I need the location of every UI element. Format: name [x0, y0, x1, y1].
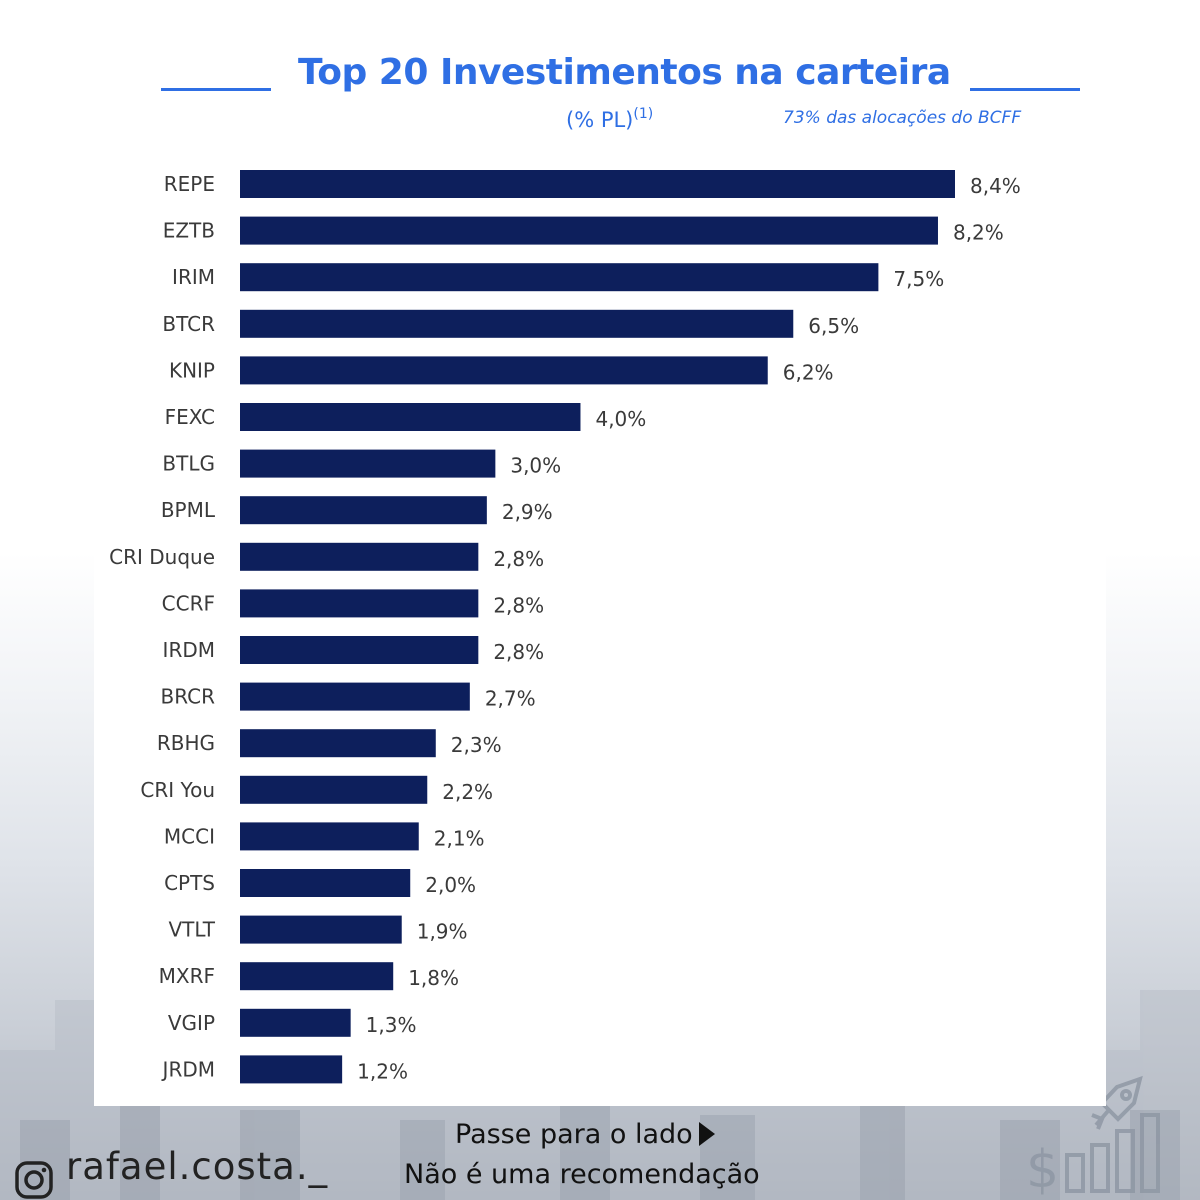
bar [240, 403, 581, 431]
value-label: 8,2% [953, 221, 1004, 245]
subtitle-footnote-marker: (1) [633, 106, 654, 122]
value-label: 4,0% [595, 407, 646, 431]
category-label: IRDM [163, 638, 215, 662]
value-label: 1,2% [357, 1059, 408, 1083]
bar [240, 309, 794, 338]
value-label: 7,5% [893, 267, 944, 291]
disclaimer-text: Não é uma recomendação [404, 1159, 760, 1190]
bar [240, 356, 768, 385]
bar [240, 636, 479, 664]
category-label: IRIM [172, 265, 215, 289]
bar [240, 542, 479, 571]
value-label: 1,8% [408, 966, 459, 990]
value-label: 2,8% [493, 640, 544, 664]
category-label: CPTS [164, 871, 215, 895]
title-rule-left [161, 88, 271, 91]
category-label: VGIP [168, 1011, 215, 1035]
bar [240, 496, 487, 525]
category-label: CRI Duque [109, 545, 215, 569]
chart-title: Top 20 Investimentos na carteira [298, 52, 951, 93]
bar [240, 822, 419, 851]
bar [240, 962, 394, 991]
category-label: EZTB [163, 219, 215, 243]
chart-header: Top 20 Investimentos na carteira (% PL)(… [0, 0, 1200, 150]
bar [240, 915, 402, 944]
category-label: BTLG [162, 452, 215, 476]
instagram-icon [15, 1161, 53, 1199]
bar [240, 263, 879, 292]
bar [240, 216, 938, 245]
value-label: 2,8% [493, 547, 544, 571]
category-label: MXRF [159, 964, 215, 988]
title-rule-right [970, 88, 1080, 91]
category-label: CRI You [140, 778, 215, 802]
subtitle-text: (% PL) [566, 108, 634, 132]
footer [0, 1110, 1200, 1200]
value-label: 2,0% [425, 873, 476, 897]
category-label: RBHG [157, 731, 215, 755]
value-label: 2,7% [485, 687, 536, 711]
svg-text:$: $ [1026, 1140, 1059, 1195]
category-label: VTLT [168, 918, 215, 942]
bar [240, 775, 428, 804]
bar [240, 1055, 343, 1084]
value-label: 1,3% [366, 1013, 417, 1037]
value-label: 2,2% [442, 780, 493, 804]
bar [240, 682, 470, 711]
bar [240, 1008, 351, 1037]
allocation-note: 73% das alocações do BCFF [783, 108, 1022, 128]
chart-subtitle: (% PL)(1) [566, 106, 653, 132]
value-label: 2,8% [493, 593, 544, 617]
category-label: CCRF [162, 591, 215, 615]
value-label: 1,9% [417, 920, 468, 944]
value-label: 2,1% [434, 826, 485, 850]
category-label: BPML [161, 498, 216, 522]
value-label: 3,0% [510, 454, 561, 478]
bar [240, 729, 436, 758]
category-label: FEXC [165, 405, 215, 429]
value-label: 6,5% [808, 314, 859, 338]
category-label: BTCR [162, 312, 215, 336]
category-label: MCCI [164, 824, 215, 848]
bar [240, 170, 955, 198]
bar [240, 449, 496, 478]
value-label: 6,2% [783, 360, 834, 384]
value-label: 8,4% [970, 174, 1021, 198]
instagram-handle[interactable]: rafael.costa._ [66, 1145, 329, 1188]
swipe-hint: Passe para o lado [455, 1119, 715, 1150]
bar [240, 589, 479, 618]
swipe-text: Passe para o lado [455, 1119, 693, 1150]
play-arrow-icon [698, 1122, 715, 1146]
category-label: BRCR [161, 685, 216, 709]
category-label: JRDM [161, 1057, 215, 1081]
bar [240, 869, 411, 897]
category-label: REPE [164, 172, 215, 196]
value-label: 2,9% [502, 500, 553, 524]
value-label: 2,3% [451, 733, 502, 757]
category-label: KNIP [169, 358, 215, 382]
